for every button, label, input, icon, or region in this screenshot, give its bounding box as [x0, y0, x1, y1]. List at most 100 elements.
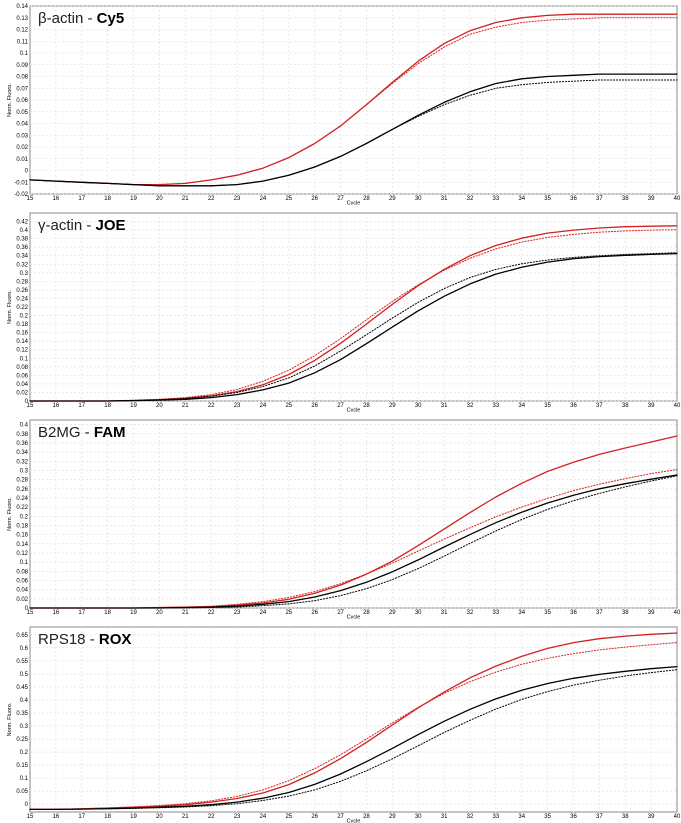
y-tick-label: 0.36: [16, 245, 28, 251]
target-gene-label: β-actin: [38, 10, 83, 27]
y-tick-label: 0.05: [16, 110, 28, 116]
x-tick-label: 26: [311, 610, 318, 616]
y-tick-label: 0.55: [16, 659, 28, 665]
plot-area: [29, 419, 678, 609]
y-axis-title: Norm. Fluoro.: [7, 290, 13, 324]
panel-title: RPS18 - ROX: [38, 631, 131, 648]
x-tick-label: 20: [156, 403, 163, 409]
y-tick-label: 0.32: [16, 262, 28, 268]
series-line-red-dotted: [29, 642, 678, 810]
x-tick-label: 31: [441, 610, 448, 616]
y-tick-label: 0.08: [16, 569, 28, 575]
y-tick-label: 0.3: [20, 271, 29, 277]
x-tick-label: 24: [260, 403, 267, 409]
y-tick-label: 0.06: [16, 578, 28, 584]
x-tick-label: 24: [260, 196, 267, 202]
y-tick-label: 0.12: [16, 28, 28, 34]
y-tick-label: 0.22: [16, 505, 28, 511]
x-tick-label: 21: [182, 610, 189, 616]
y-tick-label: 0.08: [16, 75, 28, 81]
panel-title: γ-actin - JOE: [38, 217, 126, 234]
dye-label: Cy5: [97, 10, 125, 27]
x-axis-title: Cycle: [347, 408, 361, 413]
x-tick-label: 36: [570, 814, 577, 820]
y-tick-label: 0.03: [16, 133, 28, 139]
x-tick-label: 29: [389, 403, 396, 409]
x-tick-label: 18: [104, 403, 111, 409]
series-line-black-dotted: [29, 79, 678, 187]
x-tick-label: 20: [156, 814, 163, 820]
x-tick-label: 19: [130, 610, 137, 616]
x-tick-label: 40: [674, 814, 681, 820]
x-tick-label: 29: [389, 196, 396, 202]
y-tick-label: 0.04: [16, 122, 28, 128]
x-tick-label: 28: [363, 814, 370, 820]
x-tick-label: 21: [182, 196, 189, 202]
y-tick-label: 0.42: [16, 220, 28, 226]
chart-panel-b2mg: 15 16 17 18 19 20 21 22 23 24 25 26 27 28 29 30 31 32 33 34…: [0, 414, 681, 619]
series-line-black-dotted: [29, 669, 678, 810]
y-tick-label: -0.02: [14, 192, 28, 198]
x-tick-label: 27: [337, 403, 344, 409]
y-tick-label: 0.36: [16, 441, 28, 447]
x-tick-label: 15: [27, 403, 34, 409]
x-tick-label: 15: [27, 196, 34, 202]
y-tick-label: 0: [25, 169, 29, 175]
y-tick-label: 0.13: [16, 16, 28, 22]
y-axis-title: Norm. Fluoro.: [7, 83, 13, 117]
x-tick-label: 26: [311, 196, 318, 202]
y-tick-label: 0.65: [16, 633, 28, 639]
x-tick-label: 17: [78, 403, 85, 409]
x-axis-title: Cycle: [347, 819, 361, 823]
y-tick-label: 0.06: [16, 373, 28, 379]
y-tick-label: 0.16: [16, 331, 28, 337]
x-tick-label: 35: [544, 814, 551, 820]
y-tick-label: 0.6: [20, 646, 29, 652]
x-tick-label: 39: [648, 610, 655, 616]
x-tick-label: 18: [104, 196, 111, 202]
x-tick-label: 29: [389, 610, 396, 616]
x-tick-label: 28: [363, 403, 370, 409]
y-tick-label: 0.2: [20, 314, 29, 320]
title-separator: -: [82, 217, 95, 234]
x-tick-label: 22: [208, 814, 215, 820]
y-tick-label: 0.02: [16, 390, 28, 396]
dye-label: JOE: [96, 217, 126, 234]
plot-area: [29, 212, 678, 402]
panel-title: β-actin - Cy5: [38, 10, 124, 27]
x-tick-label: 33: [492, 403, 499, 409]
x-tick-label: 35: [544, 196, 551, 202]
x-tick-label: 38: [622, 403, 629, 409]
x-tick-label: 24: [260, 814, 267, 820]
x-tick-label: 36: [570, 403, 577, 409]
x-tick-label: 27: [337, 610, 344, 616]
amplification-chart-b2mg: 15 16 17 18 19 20 21 22 23 24 25 26 27 28 29 30 31 32 33 34…: [7, 419, 681, 619]
x-tick-label: 33: [492, 196, 499, 202]
y-tick-label: 0.14: [16, 542, 28, 548]
y-tick-label: 0.1: [20, 776, 29, 782]
y-tick-label: 0.35: [16, 711, 28, 717]
x-tick-label: 34: [518, 196, 525, 202]
x-tick-label: 26: [311, 403, 318, 409]
x-tick-label: 28: [363, 610, 370, 616]
y-tick-label: 0.28: [16, 279, 28, 285]
x-tick-label: 37: [596, 814, 603, 820]
target-gene-label: RPS18: [38, 631, 86, 648]
target-gene-label: B2MG: [38, 424, 81, 441]
x-tick-label: 16: [53, 610, 60, 616]
y-tick-label: -0.01: [14, 180, 28, 186]
y-tick-label: 0.22: [16, 305, 28, 311]
x-tick-label: 39: [648, 814, 655, 820]
panel-title: B2MG - FAM: [38, 424, 126, 441]
amplification-chart-gamma-actin: 15 16 17 18 19 20 21 22 23 24 25 26 27 28 29 30 31 32 33 34…: [7, 212, 681, 413]
chart-panel-rps18: 15 16 17 18 19 20 21 22 23 24 25 26 27 28 29 30 31 32 33 34…: [0, 621, 681, 823]
x-tick-label: 28: [363, 196, 370, 202]
x-tick-label: 31: [441, 196, 448, 202]
y-tick-label: 0.05: [16, 789, 28, 795]
x-tick-label: 17: [78, 814, 85, 820]
x-tick-label: 21: [182, 403, 189, 409]
y-tick-label: 0.14: [16, 339, 28, 345]
y-tick-label: 0.04: [16, 382, 28, 388]
x-tick-label: 25: [285, 403, 292, 409]
title-separator: -: [81, 424, 94, 441]
